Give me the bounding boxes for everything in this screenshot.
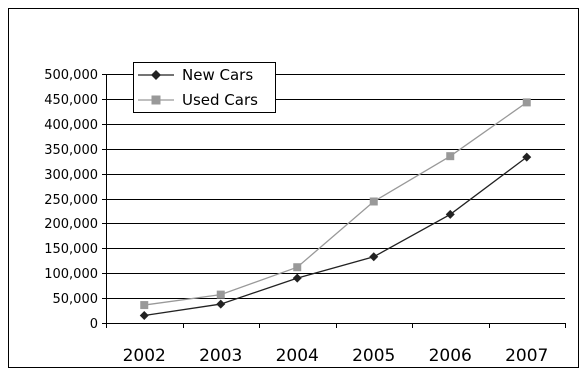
- y-tick-label: 200,000: [44, 217, 98, 232]
- data-point-used-cars: [522, 98, 531, 107]
- x-tick-label: 2006: [429, 346, 472, 366]
- legend-marker-used-cars: [151, 95, 161, 105]
- data-point-new-cars: [216, 299, 226, 309]
- y-tick-label: 450,000: [44, 93, 98, 108]
- legend: New Cars Used Cars: [133, 62, 276, 113]
- x-tick-label: 2005: [352, 346, 395, 366]
- y-tick-label: 100,000: [44, 267, 98, 282]
- y-tick-label: 0: [90, 317, 98, 332]
- data-point-used-cars: [293, 263, 302, 272]
- data-point-new-cars: [522, 152, 532, 162]
- x-tick-label: 2004: [276, 346, 319, 366]
- series-line-new-cars: [144, 156, 528, 317]
- y-tick-label: 50,000: [53, 292, 99, 307]
- y-tick-label: 400,000: [44, 118, 98, 133]
- data-point-used-cars: [216, 290, 225, 299]
- x-tick-label: 2003: [199, 346, 242, 366]
- data-point-used-cars: [446, 152, 455, 161]
- y-tick-label: 150,000: [44, 242, 98, 257]
- axes: 0 50,000 100,000 150,000 200,000 250,000 300,0…: [44, 68, 566, 366]
- y-tick-label: 500,000: [44, 68, 98, 83]
- x-tick-label: 2002: [123, 346, 166, 366]
- legend-label-used-cars: Used Cars: [182, 91, 258, 109]
- data-point-new-cars: [445, 209, 455, 219]
- data-point-new-cars: [292, 273, 302, 283]
- data-point-used-cars: [369, 197, 378, 206]
- y-tick-label: 350,000: [44, 143, 98, 158]
- data-point-new-cars: [139, 311, 149, 321]
- series-line-used-cars: [144, 101, 528, 306]
- chart-border: [8, 8, 579, 368]
- data-point-new-cars: [369, 252, 379, 262]
- y-tick-label: 250,000: [44, 193, 98, 208]
- y-tick-label: 300,000: [44, 168, 98, 183]
- gridlines: [106, 74, 565, 299]
- legend-marker-new-cars: [151, 70, 161, 80]
- data-point-used-cars: [140, 301, 149, 310]
- x-tick-label: 2007: [505, 346, 548, 366]
- series-group: [139, 98, 532, 321]
- legend-label-new-cars: New Cars: [182, 66, 253, 84]
